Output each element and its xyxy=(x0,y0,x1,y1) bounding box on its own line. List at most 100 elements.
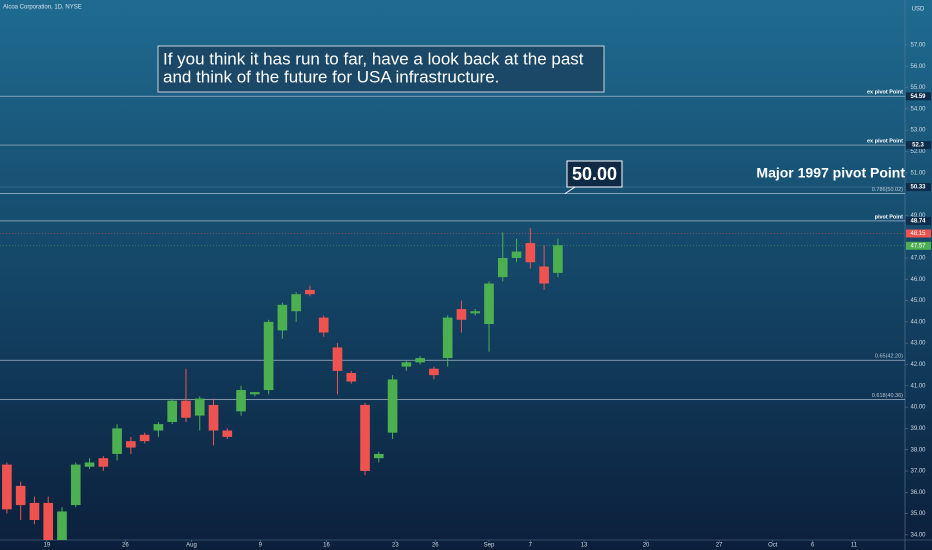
y-tick-label: 44.00 xyxy=(910,319,926,325)
y-tick-label: 39.00 xyxy=(910,426,926,432)
candle-body xyxy=(250,392,260,395)
y-tick-label: 49.00 xyxy=(910,213,926,219)
x-tick-label: 11 xyxy=(851,543,858,549)
candle-body xyxy=(387,379,398,433)
candle-body xyxy=(291,294,301,312)
price-tag xyxy=(906,241,931,250)
chart-title: Alcoa Corporation, 1D, NYSE xyxy=(3,5,82,11)
candle-body xyxy=(277,304,288,331)
currency: USD xyxy=(912,7,925,13)
x-tick-label: 23 xyxy=(392,543,399,549)
callout-box xyxy=(566,160,623,188)
candle-body xyxy=(346,372,357,382)
y-tick-label: 57.00 xyxy=(910,43,926,49)
x-tick-label: 7 xyxy=(529,543,533,549)
candle-body xyxy=(511,251,522,258)
y-tick-label: 41.00 xyxy=(910,383,926,389)
candle-body xyxy=(84,462,95,467)
axis-tag xyxy=(906,183,931,192)
candle-body xyxy=(98,458,109,467)
candle-body xyxy=(208,404,219,431)
plot-area xyxy=(0,95,905,540)
price-tag-label: 48.15 xyxy=(910,231,926,237)
y-tick-label: 47.00 xyxy=(910,256,926,262)
level-label: 0.786(50.02) xyxy=(872,187,903,193)
candle-body xyxy=(222,430,233,437)
y-tick-label: 37.00 xyxy=(910,469,926,475)
candle-body xyxy=(236,390,246,412)
price-tag-label: 47.57 xyxy=(910,243,926,249)
x-tick-label: Aug xyxy=(186,543,197,549)
y-tick-label: 36.00 xyxy=(910,490,926,496)
axis-tag-label: 52.3 xyxy=(912,143,924,149)
y-tick-label: 43.00 xyxy=(910,341,926,347)
y-tick-label: 53.00 xyxy=(910,128,926,134)
x-tick-label: 13 xyxy=(581,543,588,549)
y-tick-label: 40.00 xyxy=(910,405,926,411)
candle-body xyxy=(43,502,54,540)
candle-body xyxy=(525,243,536,263)
x-tick-label: Oct xyxy=(768,543,778,549)
y-tick-label: 54.00 xyxy=(910,106,926,112)
candle-body xyxy=(194,398,205,416)
candle-body xyxy=(126,441,136,448)
candle-body xyxy=(318,317,329,333)
level-label: ex pivot Point xyxy=(867,139,903,145)
candle-body xyxy=(15,485,26,506)
callout-label: 50.00 xyxy=(572,164,617,184)
candle-body xyxy=(360,404,370,471)
candle-body xyxy=(415,358,425,363)
candle-body xyxy=(153,424,164,431)
x-tick-label: 26 xyxy=(122,543,129,549)
candle-body xyxy=(332,347,343,371)
axis-tag-label: 54.59 xyxy=(910,94,926,100)
candle-body xyxy=(29,502,40,520)
axis-tag xyxy=(906,141,931,150)
candle-body xyxy=(2,464,12,510)
candle-body xyxy=(373,453,384,459)
candle-body xyxy=(484,283,494,324)
y-tick-label: 35.00 xyxy=(910,511,926,517)
candle-body xyxy=(429,368,439,376)
note-box xyxy=(157,45,605,93)
candle-body xyxy=(401,362,412,367)
candle-body xyxy=(497,257,508,278)
x-tick-label: 26 xyxy=(432,543,439,549)
x-tick-label: Sep xyxy=(484,543,495,549)
candle-body xyxy=(305,289,315,295)
candle-body xyxy=(167,400,178,422)
axis-tag-label: 48.74 xyxy=(910,218,926,224)
candle-body xyxy=(181,400,191,418)
axis-tag-label: 50.33 xyxy=(910,185,926,191)
note-line: If you think it has run to far, have a l… xyxy=(163,49,584,68)
x-tick-label: 20 xyxy=(643,543,650,549)
x-tick-label: 9 xyxy=(259,543,263,549)
candle-body xyxy=(57,511,67,540)
level-label: ex pivot Point xyxy=(867,90,903,96)
level-label: pivot Point xyxy=(875,214,904,220)
heading-annotation: Major 1997 pivot Point xyxy=(756,165,905,181)
y-tick-label: 34.00 xyxy=(910,532,926,538)
y-tick-label: 51.00 xyxy=(910,170,926,176)
y-tick-label: 38.00 xyxy=(910,447,926,453)
x-tick-label: 16 xyxy=(323,543,330,549)
y-tick-label: 46.00 xyxy=(910,277,926,283)
axis-tag xyxy=(906,92,931,101)
candle-body xyxy=(263,321,274,391)
candle-body xyxy=(139,434,150,442)
candle-body xyxy=(442,317,453,359)
y-tick-label: 42.00 xyxy=(910,362,926,368)
y-tick-label: 45.00 xyxy=(910,298,926,304)
axis-tag xyxy=(906,216,931,225)
candle-body xyxy=(470,311,481,314)
y-tick-label: 55.00 xyxy=(910,85,926,91)
y-tick-label: 52.00 xyxy=(910,149,926,155)
candle-body xyxy=(539,266,549,284)
x-tick-label: 19 xyxy=(43,543,50,549)
x-tick-label: 27 xyxy=(716,543,723,549)
candle-body xyxy=(70,464,81,506)
price-tag xyxy=(906,229,931,238)
candle-body xyxy=(112,428,122,454)
x-tick-label: 6 xyxy=(811,543,815,549)
